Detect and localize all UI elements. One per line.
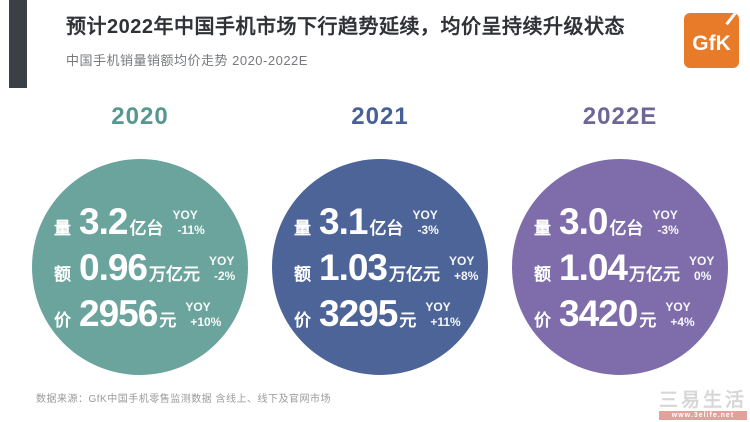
metric-label: 额 [534, 264, 551, 284]
yoy-label: YOY [172, 208, 198, 222]
metric-value: 1.04 [559, 246, 628, 288]
yoy-label: YOY [665, 300, 691, 314]
yoy-value: -3% [417, 223, 439, 237]
metric-yoy: YOY -3% [412, 208, 438, 238]
yoy-label: YOY [185, 300, 211, 314]
metric-unit: 元 [639, 310, 657, 330]
metric-circle: 量 3.1 亿台 YOY -3% 额 1.03 万亿元 YOY +8% 价 32… [272, 159, 488, 375]
gfk-logo-text: GfK [692, 31, 731, 55]
watermark: 三易生活 www.3elife.net [658, 390, 747, 420]
metric-value: 2956 [79, 292, 158, 334]
metric-value: 3.0 [559, 200, 608, 242]
metric-yoy: YOY 0% [689, 254, 714, 284]
metric-label: 价 [534, 310, 551, 330]
metric-label: 额 [54, 264, 71, 284]
metric-unit: 亿台 [129, 218, 164, 238]
metric-row: 额 1.03 万亿元 YOY +8% [272, 249, 488, 286]
watermark-name: 三易生活 [658, 390, 747, 411]
page-title: 预计2022年中国手机市场下行趋势延续，均价呈持续升级状态 [66, 16, 625, 38]
yoy-label: YOY [652, 208, 678, 222]
metric-value: 3.1 [319, 200, 368, 242]
yoy-value: -2% [214, 269, 236, 283]
header: 预计2022年中国手机市场下行趋势延续，均价呈持续升级状态 中国手机销量销额均价… [66, 14, 666, 69]
metric-label: 额 [294, 264, 311, 284]
metric-row: 量 3.1 亿台 YOY -3% [272, 203, 488, 240]
metric-row: 量 3.2 亿台 YOY -11% [32, 203, 248, 240]
page-subtitle: 中国手机销量销额均价走势 2020-2022E [66, 53, 308, 68]
metric-unit: 亿台 [369, 218, 404, 238]
yoy-value: +11% [430, 315, 461, 329]
yoy-label: YOY [689, 254, 715, 268]
metric-row: 价 3420 元 YOY +4% [512, 295, 728, 332]
metric-value: 3.2 [79, 200, 128, 242]
metric-row: 额 1.04 万亿元 YOY 0% [512, 249, 728, 286]
metric-unit: 元 [159, 310, 177, 330]
metric-circle: 量 3.0 亿台 YOY -3% 额 1.04 万亿元 YOY 0% 价 342… [512, 159, 728, 375]
metric-row: 价 3295 元 YOY +11% [272, 295, 488, 332]
metric-yoy: YOY -2% [209, 254, 235, 284]
metric-value: 3295 [319, 292, 398, 334]
metric-unit: 万亿元 [629, 264, 681, 284]
metric-row: 量 3.0 亿台 YOY -3% [512, 203, 728, 240]
metric-yoy: YOY +4% [665, 300, 694, 330]
yoy-label: YOY [425, 300, 451, 314]
year-group: 2021 量 3.1 亿台 YOY -3% 额 1.03 万亿元 YOY +8%… [260, 103, 500, 375]
year-group: 2022E 量 3.0 亿台 YOY -3% 额 1.04 万亿元 YOY 0%… [500, 103, 740, 375]
metric-label: 价 [294, 310, 311, 330]
groups-row: 2020 量 3.2 亿台 YOY -11% 额 0.96 万亿元 YOY -2… [20, 103, 740, 375]
metric-label: 量 [534, 218, 551, 238]
watermark-url: www.3elife.net [658, 411, 747, 420]
yoy-label: YOY [449, 254, 475, 268]
year-label: 2022E [582, 103, 658, 130]
yoy-value: +4% [670, 315, 695, 329]
yoy-value: +8% [454, 269, 479, 283]
accent-bar [9, 0, 27, 88]
metric-unit: 万亿元 [149, 264, 201, 284]
year-label: 2021 [351, 103, 409, 130]
metric-yoy: YOY +10% [185, 300, 221, 330]
yoy-value: -3% [657, 223, 679, 237]
yoy-value: 0% [694, 269, 712, 283]
metric-circle: 量 3.2 亿台 YOY -11% 额 0.96 万亿元 YOY -2% 价 2… [32, 159, 248, 375]
yoy-label: YOY [412, 208, 438, 222]
metric-yoy: YOY -3% [652, 208, 678, 238]
metric-yoy: YOY -11% [172, 208, 204, 238]
year-group: 2020 量 3.2 亿台 YOY -11% 额 0.96 万亿元 YOY -2… [20, 103, 260, 375]
gfk-logo: GfK [684, 13, 739, 68]
metric-label: 量 [294, 218, 311, 238]
metric-unit: 亿台 [609, 218, 644, 238]
metric-label: 量 [54, 218, 71, 238]
metric-row: 额 0.96 万亿元 YOY -2% [32, 249, 248, 286]
metric-value: 0.96 [79, 246, 148, 288]
metric-value: 3420 [559, 292, 638, 334]
metric-row: 价 2956 元 YOY +10% [32, 295, 248, 332]
source-note: 数据来源：GfK中国手机零售监测数据 含线上、线下及官网市场 [36, 394, 332, 405]
yoy-value: +10% [190, 315, 222, 329]
metric-value: 1.03 [319, 246, 388, 288]
metric-unit: 元 [399, 310, 417, 330]
metric-unit: 万亿元 [389, 264, 441, 284]
yoy-label: YOY [209, 254, 235, 268]
metric-label: 价 [54, 310, 71, 330]
metric-yoy: YOY +11% [425, 300, 460, 330]
yoy-value: -11% [177, 223, 205, 237]
year-label: 2020 [111, 103, 169, 130]
metric-yoy: YOY +8% [449, 254, 478, 284]
